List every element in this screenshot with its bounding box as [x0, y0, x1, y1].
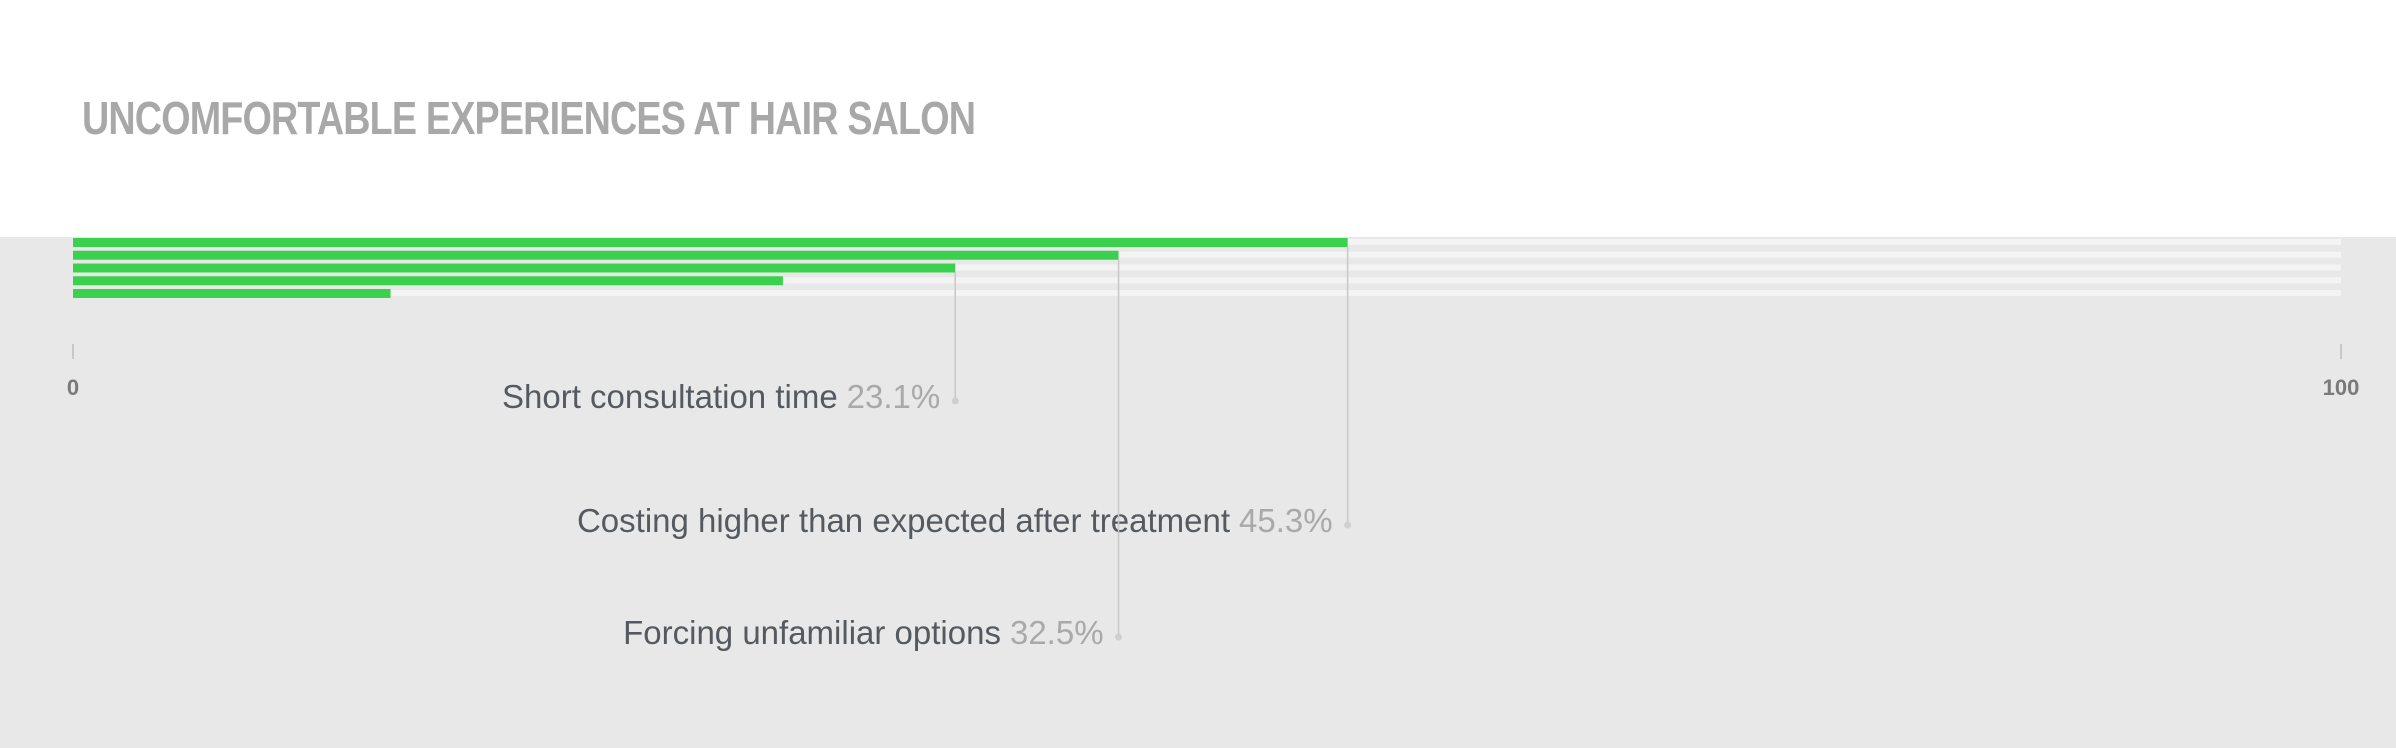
annotation: Short consultation time 23.1%	[502, 378, 940, 415]
bar	[73, 276, 783, 286]
annotation-value: 23.1%	[847, 378, 941, 415]
x-tick-label: 0	[67, 375, 79, 400]
annotation-value: 45.3%	[1239, 502, 1333, 539]
header-background	[0, 0, 2396, 237]
bar	[73, 289, 391, 298]
plot-background	[0, 237, 2396, 748]
bar	[73, 250, 1119, 260]
bar-track	[73, 290, 2341, 296]
annotation: Forcing unfamiliar options 32.5%	[623, 614, 1103, 651]
annotation-label: Forcing unfamiliar options	[623, 614, 1001, 651]
chart-title: UNCOMFORTABLE EXPERIENCES AT HAIR SALON	[82, 93, 975, 144]
annotation-value: 32.5%	[1010, 614, 1104, 651]
bar	[73, 238, 1348, 247]
leader-dot	[1344, 521, 1352, 529]
x-tick-label: 100	[2323, 375, 2360, 400]
bar-track	[73, 251, 2341, 258]
annotation-label: Short consultation time	[502, 378, 838, 415]
leader-dot	[1115, 633, 1123, 641]
leader-dot	[951, 397, 959, 405]
bar	[73, 263, 956, 273]
bar-track	[73, 264, 2341, 271]
annotation: Costing higher than expected after treat…	[577, 502, 1333, 539]
annotation-label: Costing higher than expected after treat…	[577, 502, 1230, 539]
bar-track	[73, 277, 2341, 284]
